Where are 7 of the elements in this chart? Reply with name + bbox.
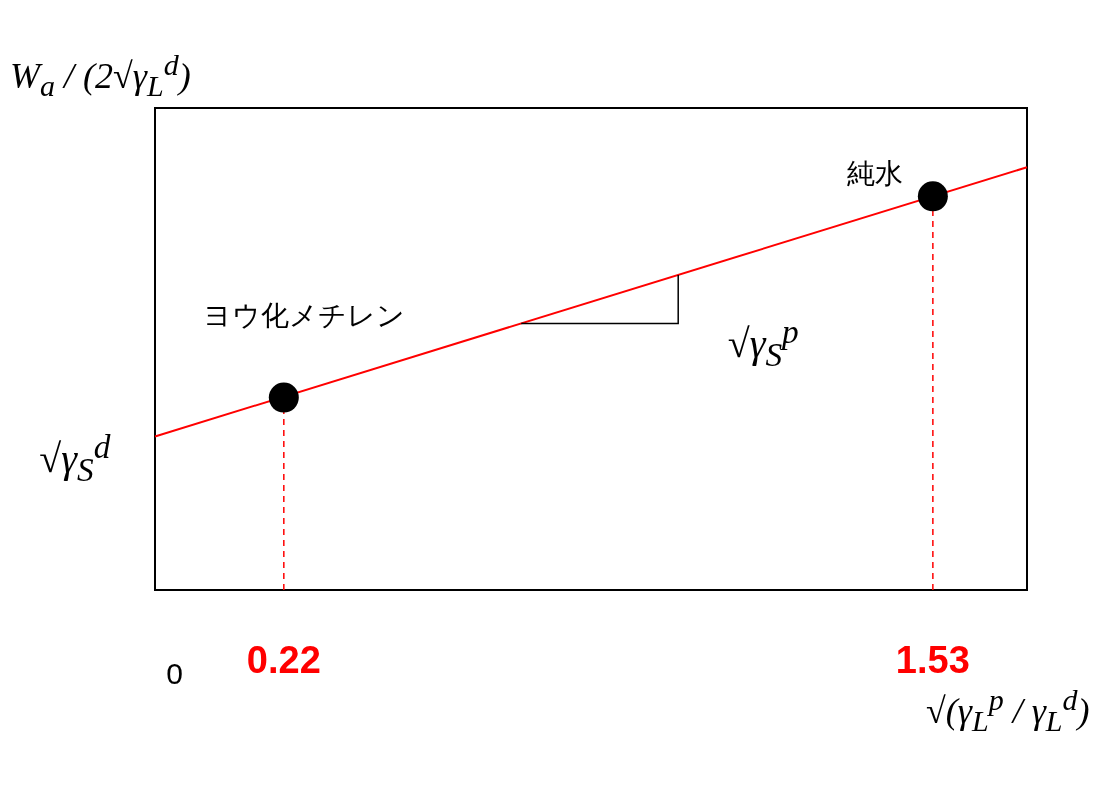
x-axis-title: √(γ$_{L}$$^{p}$ / γ$_{L}$$^{d}$) [926,682,1090,738]
y-axis-title: W$_{a}$ / (2√γ$_{L}$$^{d}$) [10,47,191,103]
x-tick-label: 0 [166,657,183,691]
x-tick-label: 0.22 [246,638,321,682]
annotation: ヨウ化メチレン [202,298,405,333]
x-tick-label: 1.53 [895,638,970,682]
annotation: 純水 [846,157,903,192]
